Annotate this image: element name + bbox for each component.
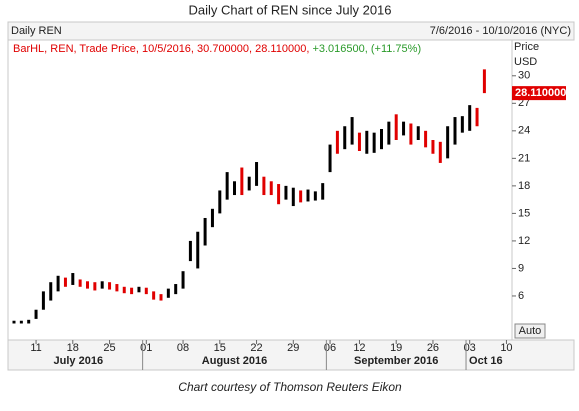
y-tick-label: 15	[518, 207, 530, 219]
y-tick-label: 6	[518, 290, 524, 302]
x-tick-label: 26	[427, 342, 439, 354]
last-price-box	[512, 86, 566, 101]
y-tick-label: 27	[518, 97, 530, 109]
button-label[interactable]: Auto	[519, 325, 542, 337]
x-tick-label: 01	[140, 342, 152, 354]
x-tick-label: 22	[250, 342, 262, 354]
x-tick-label: 12	[353, 342, 365, 354]
header-bar	[7, 21, 575, 41]
y-tick-label: 21	[518, 152, 530, 164]
x-tick-label: 19	[390, 342, 402, 354]
y-axis-label: Price	[514, 41, 539, 53]
x-tick-label: 18	[67, 342, 79, 354]
last-price-label: 28.110000	[515, 87, 566, 99]
month-label: August 2016	[202, 355, 267, 367]
x-tick-label: 03	[464, 342, 476, 354]
header-right: 7/6/2016 - 10/10/2016 (NYC)	[430, 25, 571, 37]
auto-button[interactable]: Auto	[514, 323, 546, 339]
x-tick-label: 10	[500, 342, 512, 354]
button-frame[interactable]	[514, 323, 546, 339]
y-tick-label: 24	[518, 125, 530, 137]
month-label: Oct 16	[469, 355, 503, 367]
y-tick-label: 30	[518, 70, 530, 82]
legend-change: +3.016500, (+11.75%)	[312, 43, 421, 55]
month-label: July 2016	[54, 355, 104, 367]
month-label: September 2016	[354, 355, 438, 367]
x-tick-label: 08	[177, 342, 189, 354]
header-left: Daily REN	[11, 25, 62, 37]
plot-area	[7, 39, 513, 341]
x-tick-label: 15	[214, 342, 226, 354]
x-tick-label: 25	[103, 342, 115, 354]
legend-text: BarHL, REN, Trade Price, 10/5/2016, 30.7…	[13, 43, 421, 55]
x-tick-label: 06	[324, 342, 336, 354]
chart-title: Daily Chart of REN since July 2016	[188, 2, 391, 17]
y-tick-label: 12	[518, 235, 530, 247]
y-axis-label: USD	[514, 56, 537, 68]
x-axis-strip	[7, 339, 575, 371]
y-tick-label: 9	[518, 262, 524, 274]
legend-values: BarHL, REN, Trade Price, 10/5/2016, 30.7…	[13, 43, 309, 55]
y-tick-label: 18	[518, 180, 530, 192]
footer: Chart courtesy of Thomson Reuters Eikon	[178, 380, 402, 394]
x-tick-label: 11	[30, 342, 41, 354]
x-tick-label: 29	[287, 342, 299, 354]
